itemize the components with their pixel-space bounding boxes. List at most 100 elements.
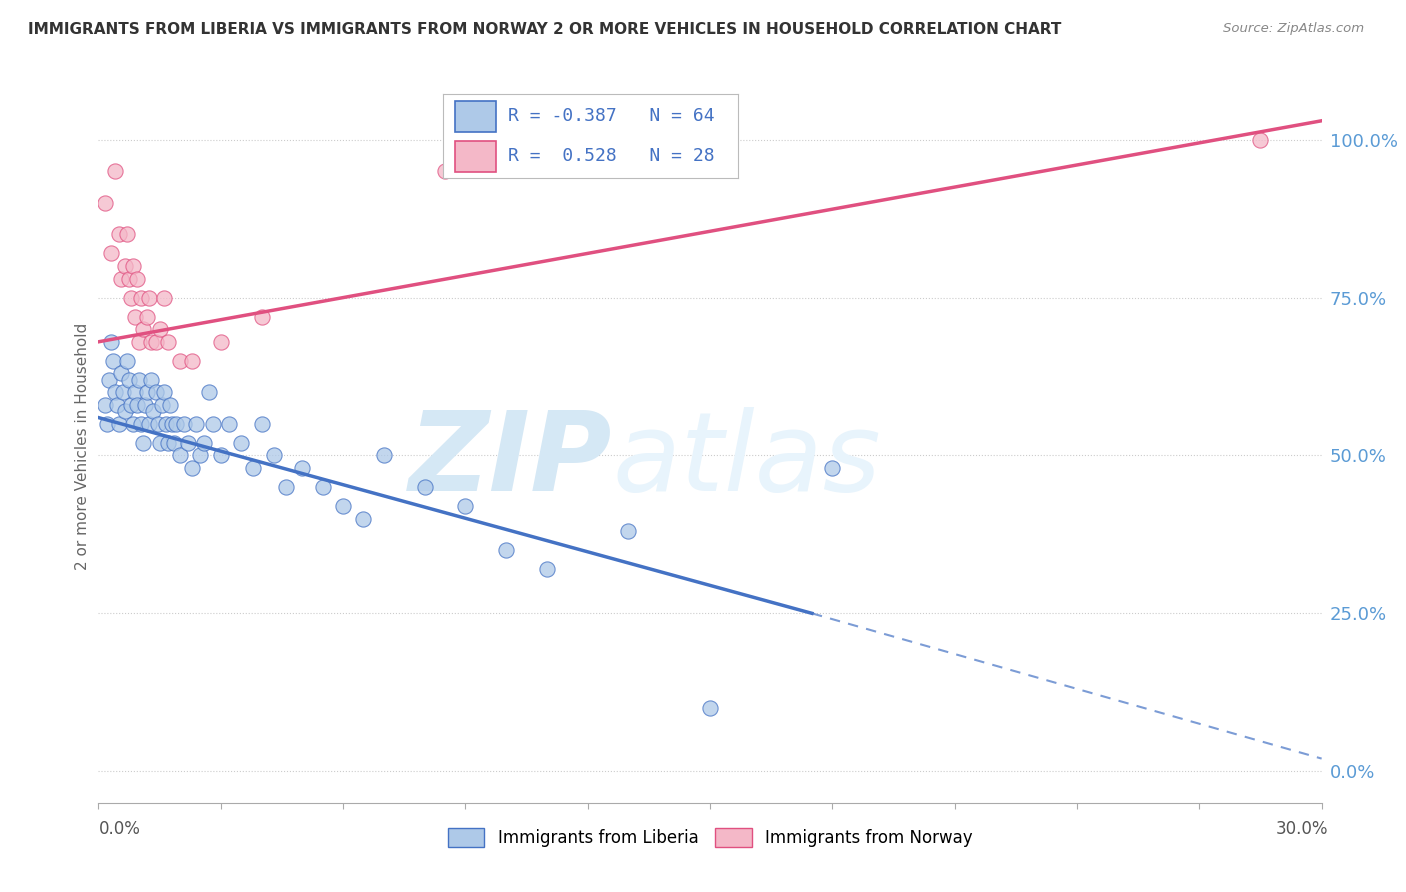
Point — [152, 385, 174, 400]
Point — [159, 398, 181, 412]
Point — [186, 417, 208, 431]
Point — [122, 417, 145, 431]
Point — [263, 449, 285, 463]
Text: R = -0.387   N = 64: R = -0.387 N = 64 — [508, 107, 714, 125]
Point — [108, 227, 131, 242]
Point — [193, 435, 215, 450]
Point — [169, 449, 191, 463]
Point — [101, 353, 124, 368]
Point — [120, 291, 142, 305]
Point — [124, 385, 146, 400]
Point — [291, 461, 314, 475]
Point — [146, 417, 169, 431]
Point — [821, 461, 844, 475]
Point — [134, 398, 156, 412]
Point — [152, 291, 174, 305]
Y-axis label: 2 or more Vehicles in Household: 2 or more Vehicles in Household — [75, 322, 90, 570]
Point — [169, 353, 191, 368]
Point — [413, 480, 436, 494]
Point — [141, 334, 163, 349]
Point — [141, 373, 163, 387]
Point — [132, 435, 155, 450]
Point — [100, 246, 122, 260]
Point — [156, 435, 179, 450]
Point — [93, 195, 115, 210]
Point — [120, 398, 142, 412]
Point — [127, 398, 149, 412]
Text: R =  0.528   N = 28: R = 0.528 N = 28 — [508, 146, 714, 164]
FancyBboxPatch shape — [454, 141, 496, 171]
Point — [118, 271, 141, 285]
Point — [136, 310, 159, 324]
Point — [93, 398, 115, 412]
Point — [209, 449, 232, 463]
Point — [617, 524, 640, 539]
Point — [100, 334, 122, 349]
Point — [132, 322, 155, 336]
Point — [118, 373, 141, 387]
Text: atlas: atlas — [612, 407, 880, 514]
Point — [433, 164, 456, 178]
Point — [128, 334, 150, 349]
Point — [242, 461, 264, 475]
Point — [352, 511, 374, 525]
Point — [181, 353, 204, 368]
Point — [332, 499, 354, 513]
Text: 30.0%: 30.0% — [1277, 820, 1329, 838]
Point — [149, 435, 172, 450]
Point — [188, 449, 212, 463]
Point — [129, 291, 152, 305]
Point — [156, 334, 179, 349]
Point — [149, 322, 172, 336]
FancyBboxPatch shape — [454, 102, 496, 132]
Point — [231, 435, 253, 450]
Point — [160, 417, 183, 431]
Point — [108, 417, 131, 431]
Point — [177, 435, 200, 450]
Point — [173, 417, 195, 431]
Text: 0.0%: 0.0% — [98, 820, 141, 838]
Point — [142, 404, 165, 418]
Point — [699, 701, 721, 715]
Point — [138, 417, 160, 431]
Point — [250, 310, 273, 324]
Point — [128, 373, 150, 387]
Point — [104, 385, 127, 400]
Point — [312, 480, 335, 494]
Point — [129, 417, 152, 431]
Point — [110, 367, 132, 381]
Point — [373, 449, 395, 463]
Legend: Immigrants from Liberia, Immigrants from Norway: Immigrants from Liberia, Immigrants from… — [439, 819, 981, 855]
Point — [110, 271, 132, 285]
Point — [145, 385, 167, 400]
Point — [114, 404, 136, 418]
Point — [201, 417, 224, 431]
Point — [145, 334, 167, 349]
Point — [115, 353, 138, 368]
Point — [150, 398, 173, 412]
Point — [122, 259, 145, 273]
Point — [536, 562, 558, 576]
Point — [138, 291, 160, 305]
Text: IMMIGRANTS FROM LIBERIA VS IMMIGRANTS FROM NORWAY 2 OR MORE VEHICLES IN HOUSEHOL: IMMIGRANTS FROM LIBERIA VS IMMIGRANTS FR… — [28, 22, 1062, 37]
Point — [97, 373, 120, 387]
Point — [1249, 133, 1271, 147]
Point — [163, 435, 186, 450]
Point — [209, 334, 232, 349]
Point — [114, 259, 136, 273]
Point — [495, 543, 517, 558]
Point — [181, 461, 204, 475]
Point — [127, 271, 149, 285]
Point — [274, 480, 297, 494]
Point — [104, 164, 127, 178]
Text: Source: ZipAtlas.com: Source: ZipAtlas.com — [1223, 22, 1364, 36]
Point — [136, 385, 159, 400]
Point — [165, 417, 187, 431]
Point — [115, 227, 138, 242]
Point — [250, 417, 273, 431]
Point — [197, 385, 219, 400]
Point — [155, 417, 177, 431]
Point — [105, 398, 128, 412]
Point — [124, 310, 146, 324]
Point — [454, 499, 477, 513]
